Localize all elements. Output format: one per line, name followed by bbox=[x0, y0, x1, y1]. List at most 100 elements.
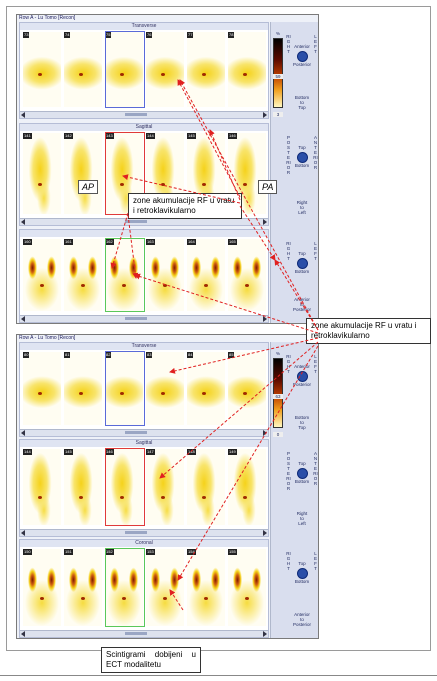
image-slice[interactable]: 85 bbox=[228, 352, 266, 425]
image-slice[interactable]: 75 bbox=[105, 32, 143, 107]
orientation-footer: to bbox=[300, 516, 304, 521]
slice-number: 141 bbox=[23, 133, 32, 139]
image-slice[interactable]: 164 bbox=[187, 239, 225, 311]
image-slice[interactable]: 76 bbox=[146, 32, 184, 107]
image-slice[interactable]: 155 bbox=[228, 549, 266, 626]
spect-viewer-bottom: Row A - Lu Tomo [Recon] Transverse 80 81 8… bbox=[16, 334, 319, 639]
scroll-thumb[interactable] bbox=[125, 113, 147, 116]
slice-cursor[interactable] bbox=[105, 132, 145, 215]
scroll-thumb[interactable] bbox=[125, 220, 147, 223]
image-slice[interactable]: 152 bbox=[105, 549, 143, 626]
orientation-top: Top bbox=[298, 561, 306, 566]
hotspot-marker bbox=[38, 392, 42, 395]
scroll-right-arrow[interactable] bbox=[263, 112, 267, 118]
coronal-label: Coronal bbox=[20, 540, 268, 547]
image-slice[interactable]: 150 bbox=[23, 549, 61, 626]
orientation-vertical-left: RIGHT bbox=[286, 551, 291, 571]
annotation-callout-right: zone akumulacije RF u vratu i retroklavi… bbox=[306, 318, 431, 344]
image-slice[interactable]: 162 bbox=[105, 239, 143, 311]
transverse-orientation-icon bbox=[297, 51, 308, 62]
slice-number: 144 bbox=[146, 133, 155, 139]
slice-number: 154 bbox=[187, 549, 196, 555]
annotation-arrow bbox=[169, 589, 184, 611]
orientation-vertical-left: POSTERIOR bbox=[286, 135, 291, 175]
image-slice[interactable]: 82 bbox=[105, 352, 143, 425]
slice-number: 74 bbox=[64, 32, 71, 38]
image-slice[interactable]: 80 bbox=[23, 352, 61, 425]
orientation-top: Anterior bbox=[294, 364, 310, 369]
slice-cursor[interactable] bbox=[105, 238, 145, 312]
hotspot-marker bbox=[243, 73, 247, 76]
image-slice[interactable]: 77 bbox=[187, 32, 225, 107]
slice-cursor[interactable] bbox=[105, 351, 145, 426]
image-slice[interactable]: 148 bbox=[187, 449, 225, 525]
image-slice[interactable]: 81 bbox=[64, 352, 102, 425]
slice-scrollbar[interactable] bbox=[20, 111, 268, 118]
hotspot-marker bbox=[245, 284, 249, 287]
orientation-footer: Anterior bbox=[294, 612, 310, 617]
image-slice[interactable]: 151 bbox=[64, 549, 102, 626]
slice-number: 149 bbox=[228, 449, 237, 455]
orientation-footer: Left bbox=[298, 210, 306, 215]
hotspot-marker bbox=[161, 392, 165, 395]
scroll-right-arrow[interactable] bbox=[263, 316, 267, 322]
image-slice[interactable]: 145 bbox=[64, 449, 102, 525]
slice-scrollbar[interactable] bbox=[20, 315, 268, 322]
ap-label: AP bbox=[78, 180, 99, 194]
orientation-bottom: Bottom bbox=[294, 163, 310, 168]
image-slice[interactable]: 142 bbox=[64, 133, 102, 214]
scroll-thumb[interactable] bbox=[125, 317, 147, 320]
slice-cursor[interactable] bbox=[105, 548, 145, 627]
slice-cursor[interactable] bbox=[105, 31, 145, 108]
image-slice[interactable]: 153 bbox=[146, 549, 184, 626]
image-slice[interactable]: 165 bbox=[228, 239, 266, 311]
scroll-right-arrow[interactable] bbox=[263, 530, 267, 536]
image-slice[interactable]: 149 bbox=[228, 449, 266, 525]
scroll-left-arrow[interactable] bbox=[21, 631, 25, 637]
orientation-bottom: Bottom bbox=[294, 269, 310, 274]
pa-label: PA bbox=[258, 180, 278, 194]
image-slice[interactable]: 161 bbox=[64, 239, 102, 311]
image-slice[interactable]: 160 bbox=[23, 239, 61, 311]
scroll-right-arrow[interactable] bbox=[263, 631, 267, 637]
hotspot-marker bbox=[243, 496, 247, 499]
image-slice[interactable]: 78 bbox=[228, 32, 266, 107]
image-slice[interactable]: 73 bbox=[23, 32, 61, 107]
slice-scrollbar[interactable] bbox=[20, 429, 268, 436]
slice-number: 146 bbox=[105, 449, 114, 455]
hotspot-marker bbox=[202, 392, 206, 395]
figure-caption: Scintigrami dobijeni u ECT modalitetu bbox=[101, 647, 201, 673]
transverse-orientation-icon bbox=[297, 371, 308, 382]
hotspot-marker bbox=[122, 597, 126, 600]
image-slice[interactable]: 83 bbox=[146, 352, 184, 425]
image-slice[interactable]: 146 bbox=[105, 449, 143, 525]
scroll-thumb[interactable] bbox=[125, 431, 147, 434]
scroll-left-arrow[interactable] bbox=[21, 430, 25, 436]
image-slice[interactable]: 141 bbox=[23, 133, 61, 214]
slice-scrollbar[interactable] bbox=[20, 529, 268, 536]
image-slice[interactable]: 154 bbox=[187, 549, 225, 626]
sagittal-orientation-icon bbox=[297, 468, 308, 479]
scroll-left-arrow[interactable] bbox=[21, 112, 25, 118]
scroll-left-arrow[interactable] bbox=[21, 219, 25, 225]
slice-number: 155 bbox=[228, 549, 237, 555]
orientation-top: Top bbox=[298, 251, 306, 256]
scale-value: 63 bbox=[273, 394, 283, 399]
scroll-thumb[interactable] bbox=[125, 632, 147, 635]
image-slice[interactable]: 144 bbox=[23, 449, 61, 525]
image-slice[interactable]: 147 bbox=[146, 449, 184, 525]
orientation-footer: Bottom bbox=[294, 95, 310, 100]
image-slice[interactable]: 163 bbox=[146, 239, 184, 311]
slice-scrollbar[interactable] bbox=[20, 630, 268, 637]
hotspot-marker bbox=[38, 73, 42, 76]
slice-cursor[interactable] bbox=[105, 448, 145, 526]
hotspot-marker bbox=[120, 183, 124, 186]
scroll-thumb[interactable] bbox=[125, 531, 147, 534]
scroll-left-arrow[interactable] bbox=[21, 530, 25, 536]
sagittal-orientation-icon bbox=[297, 152, 308, 163]
slice-number: 144 bbox=[23, 449, 32, 455]
scroll-right-arrow[interactable] bbox=[263, 219, 267, 225]
scroll-left-arrow[interactable] bbox=[21, 316, 25, 322]
scroll-right-arrow[interactable] bbox=[263, 430, 267, 436]
image-slice[interactable]: 74 bbox=[64, 32, 102, 107]
